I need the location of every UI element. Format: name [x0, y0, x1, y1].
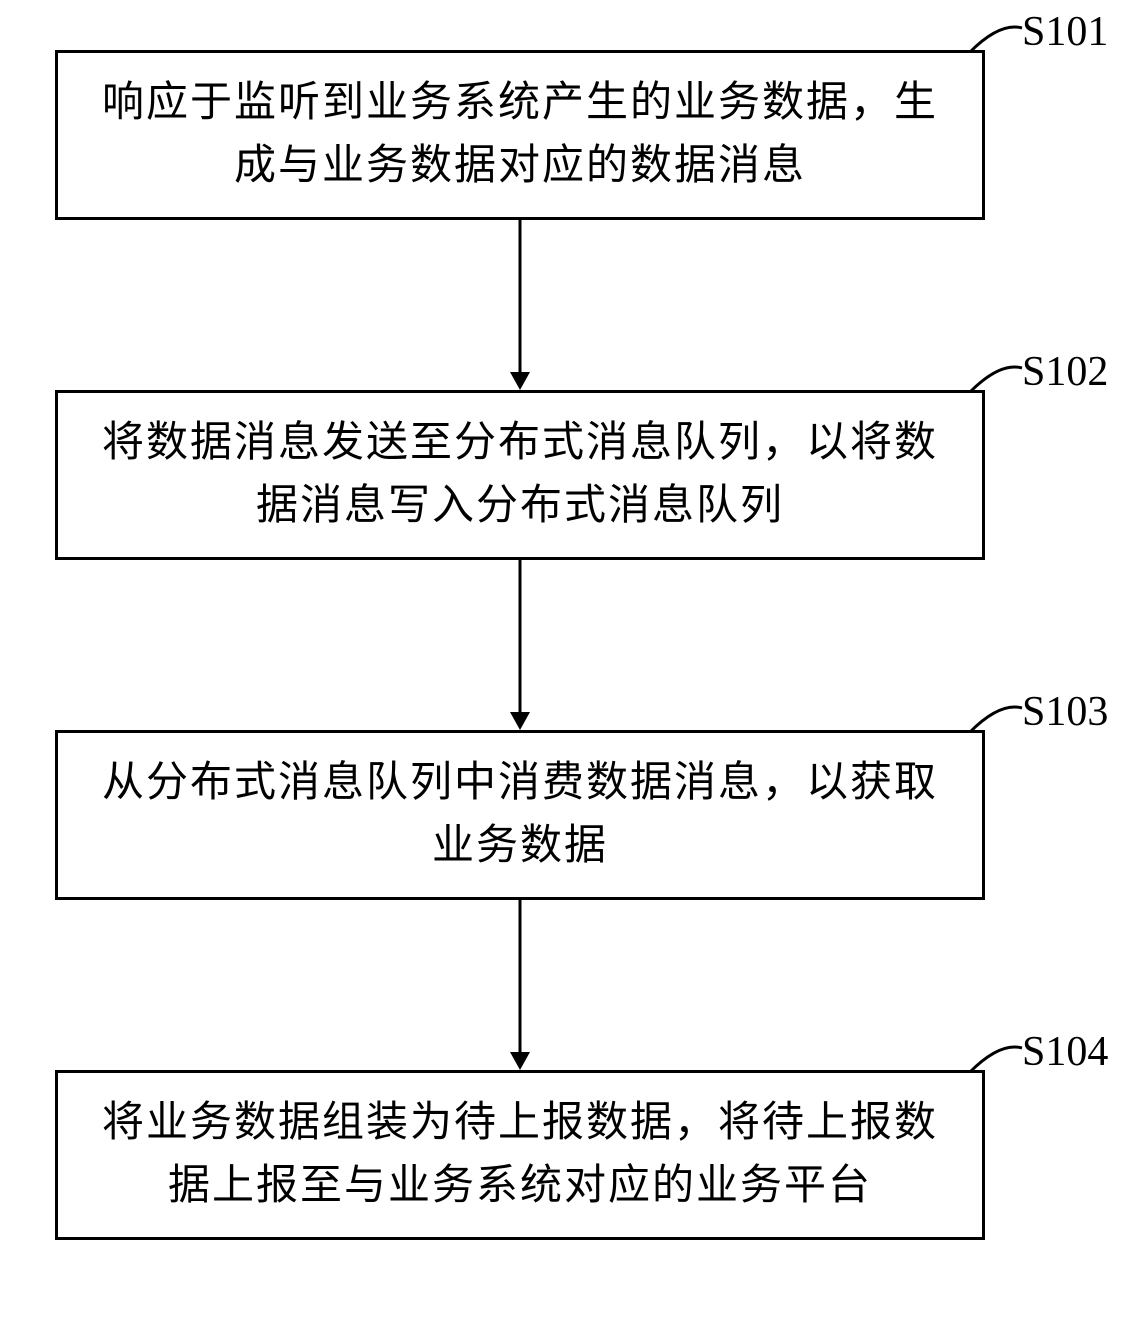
flowchart-step-label: S102	[1022, 348, 1108, 396]
flowchart-container: 响应于监听到业务系统产生的业务数据，生成与业务数据对应的数据消息 S101 将数…	[0, 0, 1142, 1338]
flowchart-step-box: 从分布式消息队列中消费数据消息，以获取业务数据	[55, 730, 985, 900]
flowchart-step-label: S103	[1022, 688, 1108, 736]
flowchart-step-text: 响应于监听到业务系统产生的业务数据，生成与业务数据对应的数据消息	[98, 72, 942, 198]
flowchart-step-box: 响应于监听到业务系统产生的业务数据，生成与业务数据对应的数据消息	[55, 50, 985, 220]
flowchart-step-text: 从分布式消息队列中消费数据消息，以获取业务数据	[98, 752, 942, 878]
flowchart-step-label: S104	[1022, 1028, 1108, 1076]
flowchart-step-label: S101	[1022, 8, 1108, 56]
flowchart-step-box: 将数据消息发送至分布式消息队列，以将数据消息写入分布式消息队列	[55, 390, 985, 560]
flowchart-step-text: 将业务数据组装为待上报数据，将待上报数据上报至与业务系统对应的业务平台	[98, 1092, 942, 1218]
flowchart-step-box: 将业务数据组装为待上报数据，将待上报数据上报至与业务系统对应的业务平台	[55, 1070, 985, 1240]
flowchart-step-text: 将数据消息发送至分布式消息队列，以将数据消息写入分布式消息队列	[98, 412, 942, 538]
